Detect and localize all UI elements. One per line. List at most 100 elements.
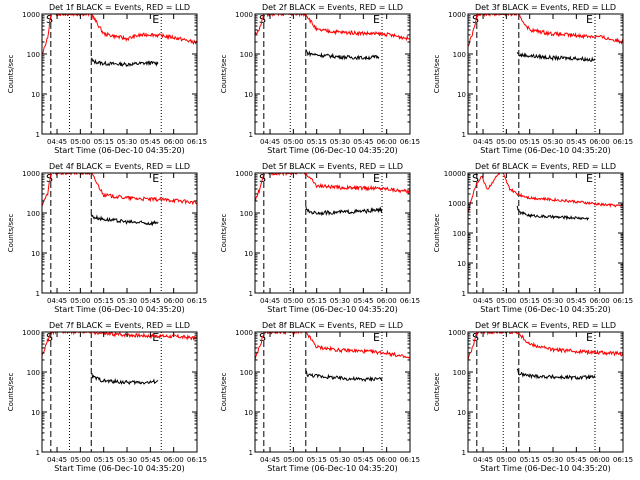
end-marker-label: E: [152, 331, 159, 344]
y-tick-label: 1000: [22, 329, 40, 337]
end-marker-label: E: [586, 331, 593, 344]
x-tick-label: 06:15: [400, 456, 420, 464]
plot-frame: [41, 331, 198, 453]
x-tick-label: 05:15: [94, 138, 114, 146]
y-axis-label: Counts/sec: [220, 373, 228, 412]
events-series-line: [516, 368, 596, 381]
x-tick-label: 05:45: [140, 138, 160, 146]
x-tick-label: 05:30: [543, 138, 563, 146]
y-tick-label: 100: [27, 210, 40, 218]
y-tick-label: 10: [244, 91, 253, 99]
y-tick-label: 100: [240, 51, 253, 59]
y-tick-label: 10: [31, 250, 40, 258]
x-axis-label: Start Time (06-Dec-10 04:35:20): [480, 146, 611, 155]
x-tick-label: 05:45: [566, 456, 586, 464]
x-tick-label: 04:45: [47, 297, 67, 305]
y-tick-label: 100: [453, 51, 466, 59]
x-tick-label: 05:30: [330, 138, 350, 146]
y-tick-label: 10: [457, 91, 466, 99]
panel-title: Det 7f BLACK = Events, RED = LLD: [49, 321, 190, 330]
plot-frame: [41, 13, 198, 135]
x-axis-label: Start Time (06-Dec-10 04:35:20): [54, 146, 185, 155]
y-tick-label: 1000: [22, 170, 40, 178]
plot-frame: [254, 331, 411, 453]
y-tick-label: 1000: [448, 329, 466, 337]
x-axis-label: Start Time (06-Dec-10 04:35:20): [54, 464, 185, 473]
start-marker-label: S: [46, 13, 53, 26]
end-marker-label: E: [373, 172, 380, 185]
y-tick-label: 1: [36, 449, 40, 457]
y-tick-label: 100: [453, 230, 466, 238]
y-tick-label: 1: [462, 449, 466, 457]
x-tick-label: 04:45: [47, 456, 67, 464]
x-tick-label: 05:45: [566, 297, 586, 305]
x-tick-label: 06:15: [187, 297, 207, 305]
x-tick-label: 06:00: [377, 138, 397, 146]
end-marker-label: E: [586, 172, 593, 185]
y-axis-label: Counts/sec: [433, 55, 441, 94]
y-tick-label: 100: [453, 369, 466, 377]
lld-series-line: [255, 332, 410, 361]
x-tick-label: 05:15: [94, 456, 114, 464]
x-tick-label: 05:00: [496, 138, 516, 146]
panel-title: Det 5f BLACK = Events, RED = LLD: [262, 162, 403, 171]
x-tick-label: 06:15: [187, 456, 207, 464]
y-tick-label: 1: [36, 131, 40, 139]
x-axis-label: Start Time (06-Dec-10 04:35:20): [267, 146, 398, 155]
panel-title: Det 8f BLACK = Events, RED = LLD: [262, 321, 403, 330]
y-axis-label: Counts/sec: [433, 214, 441, 253]
y-axis-label: Counts/sec: [220, 214, 228, 253]
x-tick-label: 05:00: [496, 456, 516, 464]
x-tick-label: 04:45: [260, 297, 280, 305]
x-tick-label: 06:00: [164, 138, 184, 146]
x-tick-label: 04:45: [47, 138, 67, 146]
y-tick-label: 10: [31, 409, 40, 417]
end-marker-label: E: [373, 13, 380, 26]
y-tick-label: 10: [244, 409, 253, 417]
lld-series-line: [468, 173, 623, 213]
y-tick-label: 10: [31, 91, 40, 99]
y-tick-label: 1: [462, 131, 466, 139]
plot-frame: [467, 13, 624, 135]
x-tick-label: 05:00: [496, 297, 516, 305]
end-marker-label: E: [373, 331, 380, 344]
x-tick-label: 05:15: [520, 456, 540, 464]
start-marker-label: S: [472, 13, 479, 26]
start-marker-label: S: [46, 172, 53, 185]
x-tick-label: 06:15: [613, 456, 633, 464]
x-tick-label: 06:00: [377, 297, 397, 305]
x-axis-label: Start Time (06-Dec-10 04:35:20): [480, 305, 611, 314]
x-tick-label: 05:15: [520, 138, 540, 146]
x-tick-label: 06:15: [400, 297, 420, 305]
x-tick-label: 05:00: [70, 297, 90, 305]
x-tick-label: 05:00: [70, 456, 90, 464]
y-tick-label: 1000: [448, 200, 466, 208]
panel-title: Det 3f BLACK = Events, RED = LLD: [475, 3, 616, 12]
start-marker-label: S: [46, 331, 53, 344]
events-series-line: [516, 52, 596, 62]
panel-title: Det 6f BLACK = Events, RED = LLD: [475, 162, 616, 171]
x-tick-label: 05:00: [283, 297, 303, 305]
x-tick-label: 05:15: [307, 456, 327, 464]
lld-series-line: [42, 332, 197, 357]
x-tick-label: 05:45: [140, 456, 160, 464]
x-tick-label: 04:45: [473, 456, 493, 464]
x-tick-label: 05:00: [70, 138, 90, 146]
x-tick-label: 05:15: [94, 297, 114, 305]
y-axis-label: Counts/sec: [433, 373, 441, 412]
x-tick-label: 05:15: [307, 138, 327, 146]
y-tick-label: 1: [462, 290, 466, 298]
y-tick-label: 1000: [235, 170, 253, 178]
x-tick-label: 05:30: [330, 297, 350, 305]
events-series-line: [305, 49, 380, 61]
y-tick-label: 1: [249, 131, 253, 139]
y-tick-label: 1000: [235, 11, 253, 19]
